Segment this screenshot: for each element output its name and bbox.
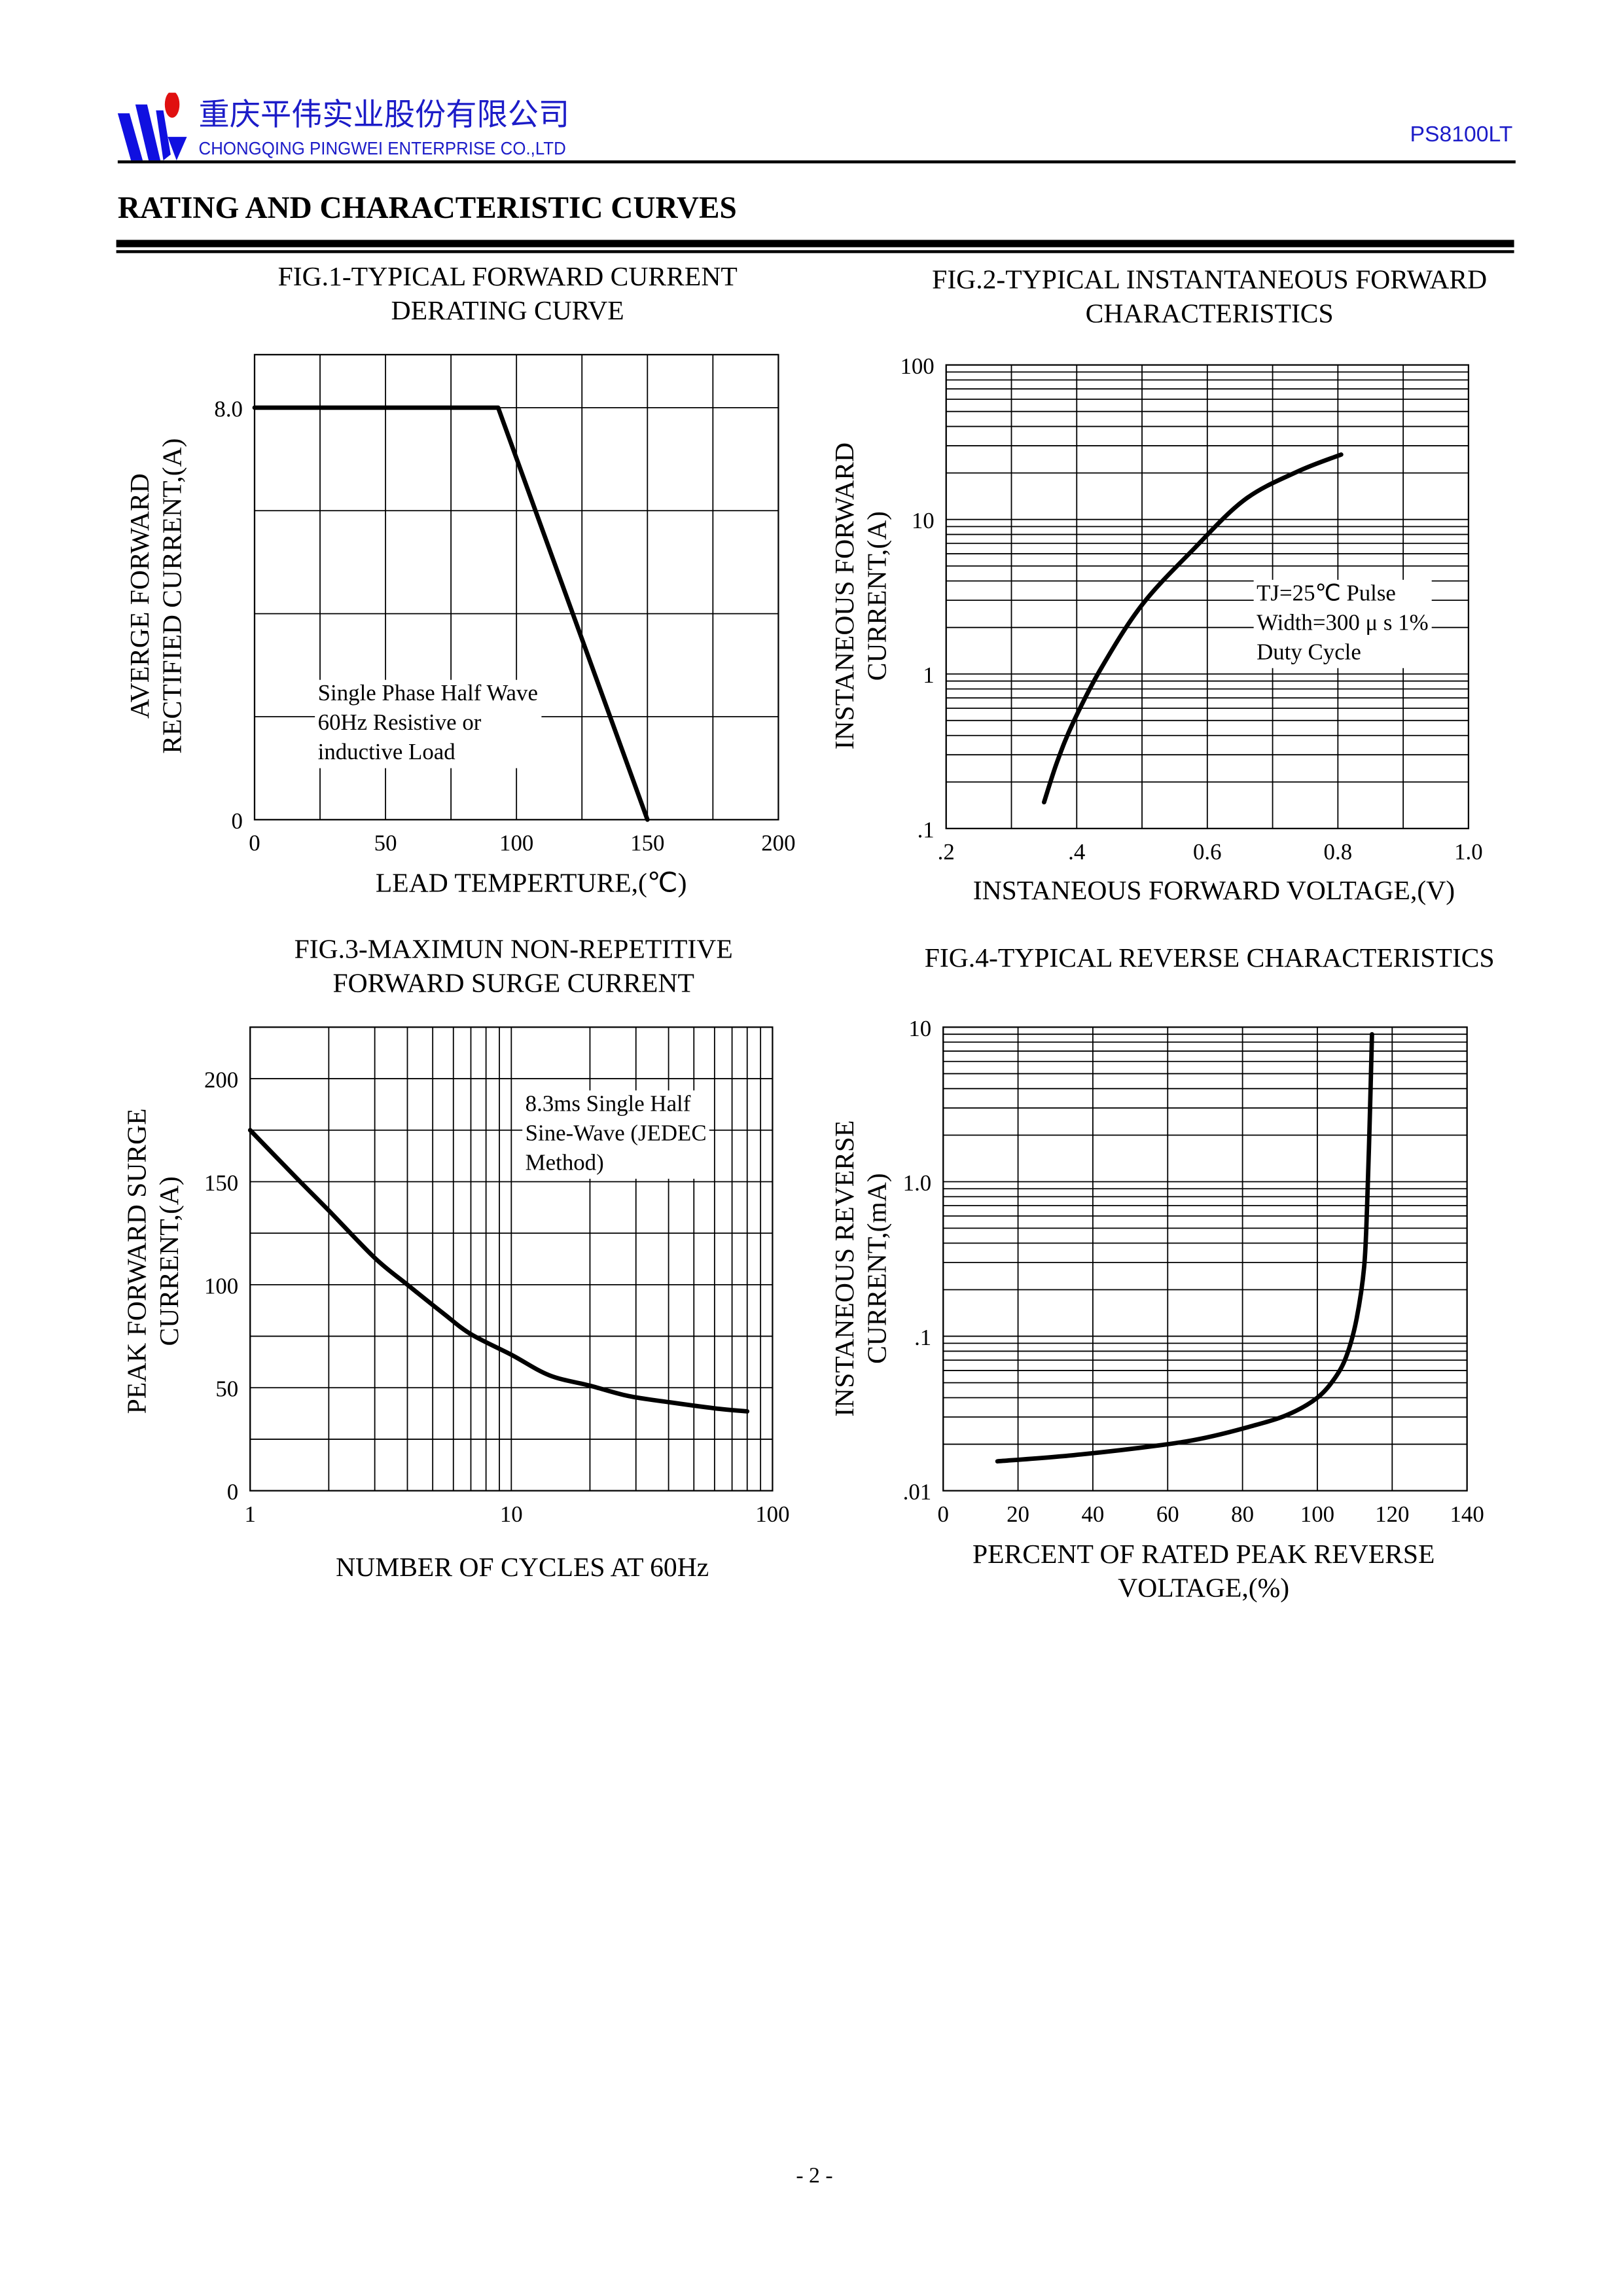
fig4-ylabel: INSTANEOUS REVERSE CURRENT,(mA) xyxy=(830,1121,895,1417)
fig2-ylabel-line2: CURRENT,(A) xyxy=(863,511,893,681)
fig1-annotation-line2: 60Hz Resistive or xyxy=(317,710,482,736)
fig4-xlabel-line2: VOLTAGE,(%) xyxy=(1118,1574,1290,1604)
fig1-annotation: Single Phase Half Wave 60Hz Resistive or… xyxy=(315,679,541,768)
fig1-curve-derating xyxy=(252,405,650,822)
company-logo xyxy=(117,92,187,161)
fig2-xtick-label: 1.0 xyxy=(1454,839,1483,865)
fig2-xtick-label: .2 xyxy=(938,839,955,865)
fig2-annotation: TJ=25℃ Pulse Width=300 μ s 1% Duty Cycle xyxy=(1253,579,1432,668)
fig1-ytick-label: 8.0 xyxy=(214,396,243,422)
fig3-annotation-line2: Sine-Wave (JEDEC xyxy=(525,1121,707,1147)
fig3-title-line2: FORWARD SURGE CURRENT xyxy=(332,969,694,999)
fig3-ytick-label: 50 xyxy=(215,1376,238,1402)
fig3-xtick-label: 1 xyxy=(245,1501,256,1527)
fig4-title-line1: FIG.4-TYPICAL REVERSE CHARACTERISTICS xyxy=(924,944,1495,975)
fig2-ytick-label: 10 xyxy=(912,508,935,533)
fig4-xtick-label: 80 xyxy=(1231,1501,1254,1527)
fig2-ylabel-line1: INSTANEOUS FORWARD xyxy=(831,442,861,750)
fig2-ytick-label: .1 xyxy=(918,817,935,842)
fig1-ylabel-line2: RECTIFIED CURRENT,(A) xyxy=(158,438,188,754)
fig3-annotation-line1: 8.3ms Single Half xyxy=(525,1092,691,1117)
fig2-xlabel: INSTANEOUS FORWARD VOLTAGE,(V) xyxy=(972,877,1455,907)
fig1-xtick-label: 150 xyxy=(630,831,664,856)
fig1-annotation-line3: inductive Load xyxy=(317,740,455,766)
fig2-ytick-label: 1 xyxy=(923,662,934,688)
company-name-en: CHONGQING PINGWEI ENTERPRISE CO.,LTD xyxy=(198,138,566,159)
fig4-xtick-label: 120 xyxy=(1375,1501,1409,1527)
fig2-title-line1: FIG.2-TYPICAL INSTANTANEOUS FORWARD xyxy=(932,266,1488,296)
fig1-ylabel: AVERGE FORWARD RECTIFIED CURRENT,(A) xyxy=(125,439,190,754)
page-heading: RATING AND CHARACTERISTIC CURVES xyxy=(117,190,737,226)
fig3-ytick-label: 200 xyxy=(204,1067,238,1093)
fig3-ylabel-line2: CURRENT,(A) xyxy=(156,1176,186,1346)
fig4-xtick-label: 0 xyxy=(938,1501,949,1527)
fig2-annotation-line2: Width=300 μ s 1% xyxy=(1257,611,1429,636)
fig4-plot-frame xyxy=(942,1026,1468,1492)
fig4-ytick-label: 10 xyxy=(908,1016,931,1041)
fig3-ytick-label: 0 xyxy=(227,1479,238,1505)
fig2-xtick-label: 0.6 xyxy=(1193,839,1222,865)
fig1-xlabel: LEAD TEMPERTURE,(℃) xyxy=(375,869,687,899)
fig2-annotation-line1: TJ=25℃ Pulse xyxy=(1257,581,1396,607)
fig3-annotation-line3: Method) xyxy=(525,1151,604,1176)
fig4-xlabel-line1: PERCENT OF RATED PEAK REVERSE xyxy=(972,1541,1435,1571)
fig4-ytick-label: .01 xyxy=(903,1479,932,1505)
page-number: - 2 - xyxy=(796,2164,833,2189)
header-divider xyxy=(117,160,1516,164)
fig4-ytick-label: .1 xyxy=(914,1325,931,1350)
fig1-ytick-label: 0 xyxy=(232,808,243,834)
fig1-annotation-line1: Single Phase Half Wave xyxy=(317,681,538,707)
fig2-plot-frame xyxy=(945,364,1470,829)
fig2-ytick-label: 100 xyxy=(900,353,934,379)
fig3-ylabel: PEAK FORWARD SURGE CURRENT,(A) xyxy=(122,1108,187,1414)
fig4-xtick-label: 20 xyxy=(1007,1501,1029,1527)
fig4-xtick-label: 60 xyxy=(1156,1501,1179,1527)
fig3-plot-frame xyxy=(249,1026,774,1492)
fig2-title-line2: CHARACTERISTICS xyxy=(1085,300,1334,330)
fig4-xtick-label: 100 xyxy=(1300,1501,1334,1527)
fig4-xtick-label: 140 xyxy=(1450,1501,1484,1527)
fig3-xlabel: NUMBER OF CYCLES AT 60Hz xyxy=(336,1554,709,1584)
heading-divider-thin xyxy=(116,250,1514,253)
fig2-title: FIG.2-TYPICAL INSTANTANEOUS FORWARD CHAR… xyxy=(932,265,1487,332)
fig2-annotation-line3: Duty Cycle xyxy=(1257,640,1361,666)
fig1-title-line1: FIG.1-TYPICAL FORWARD CURRENT xyxy=(277,263,738,293)
fig3-title: FIG.3-MAXIMUN NON-REPETITIVE FORWARD SUR… xyxy=(294,935,733,1002)
fig3-ytick-label: 150 xyxy=(204,1170,238,1196)
part-number: PS8100LT xyxy=(1410,122,1513,147)
fig4-ylabel-line2: CURRENT,(mA) xyxy=(863,1173,893,1364)
fig4-xtick-label: 40 xyxy=(1081,1501,1104,1527)
fig2-curve-forward xyxy=(1042,452,1344,805)
fig4-title: FIG.4-TYPICAL REVERSE CHARACTERISTICS xyxy=(925,943,1495,977)
fig3-xtick-label: 10 xyxy=(500,1501,523,1527)
fig1-xtick-label: 50 xyxy=(374,831,397,856)
fig3-xtick-label: 100 xyxy=(755,1501,789,1527)
fig3-title-line1: FIG.3-MAXIMUN NON-REPETITIVE xyxy=(294,935,733,965)
fig1-ylabel-line1: AVERGE FORWARD xyxy=(126,473,156,719)
fig4-xlabel: PERCENT OF RATED PEAK REVERSE VOLTAGE,(%… xyxy=(972,1539,1435,1607)
fig1-title-line2: DERATING CURVE xyxy=(391,297,624,327)
fig4-ylabel-line1: INSTANEOUS REVERSE xyxy=(831,1120,861,1417)
fig1-plot-frame xyxy=(253,353,779,821)
fig2-xtick-label: 0.8 xyxy=(1324,839,1353,865)
fig1-xtick-label: 200 xyxy=(761,831,795,856)
fig3-ytick-label: 100 xyxy=(204,1273,238,1299)
fig3-annotation: 8.3ms Single Half Sine-Wave (JEDEC Metho… xyxy=(522,1090,710,1179)
fig3-curve-surge xyxy=(247,1128,750,1414)
fig2-xtick-label: .4 xyxy=(1068,839,1085,865)
fig1-xtick-label: 0 xyxy=(249,831,260,856)
fig4-curve-reverse xyxy=(995,1031,1374,1464)
heading-divider-thick xyxy=(116,240,1514,247)
fig1-title: FIG.1-TYPICAL FORWARD CURRENT DERATING C… xyxy=(278,262,738,329)
fig3-ylabel-line1: PEAK FORWARD SURGE xyxy=(123,1108,153,1414)
fig4-ytick-label: 1.0 xyxy=(903,1170,932,1196)
company-name-cn: 重庆平伟实业股份有限公司 xyxy=(198,97,570,133)
fig2-ylabel: INSTANEOUS FORWARD CURRENT,(A) xyxy=(830,442,895,749)
fig1-xtick-label: 100 xyxy=(499,831,533,856)
